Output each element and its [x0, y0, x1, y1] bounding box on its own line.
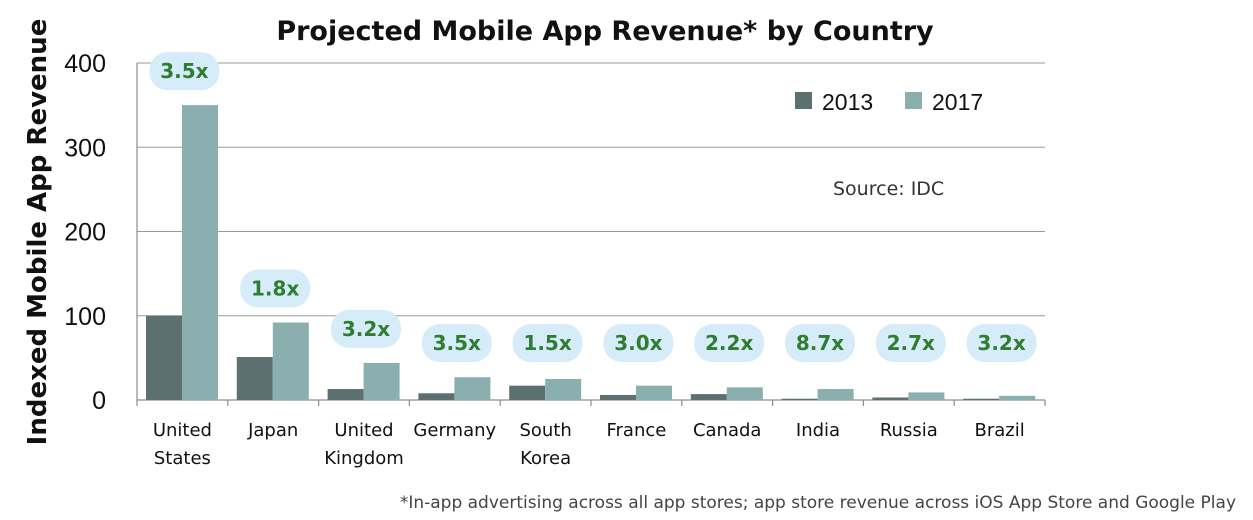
bar-2013	[418, 393, 455, 400]
multiplier-label: 2.7x	[887, 331, 935, 355]
multiplier-label: 3.0x	[614, 331, 662, 355]
bar-2013	[872, 397, 909, 400]
multiplier-badge: 1.5x	[512, 324, 583, 362]
bar-2013	[600, 394, 636, 400]
multiplier-badge: 2.7x	[875, 324, 946, 362]
multiplier-badge-bg	[149, 52, 220, 91]
multiplier-badge: 3.5x	[421, 324, 492, 362]
x-tick-label: Brazil	[974, 420, 1024, 441]
y-tick-label: 300	[64, 134, 106, 162]
multiplier-label: 3.2x	[977, 331, 1025, 355]
bar-2013	[236, 357, 273, 400]
bar-2017	[999, 395, 1036, 400]
bar-2017	[726, 387, 763, 400]
x-tick-label: United	[153, 420, 212, 441]
multiplier-badge-bg	[240, 269, 311, 308]
multiplier-badge: 1.8x	[240, 269, 311, 308]
multiplier-badge: 3.5x	[149, 52, 220, 91]
x-ticks: United States Japan United Kingdom Germany Sou…	[153, 420, 1025, 469]
x-tick-label: India	[796, 420, 840, 441]
multiplier-label: 3.5x	[433, 331, 481, 355]
y-axis-label: Indexed Mobile App Revenue	[23, 19, 53, 446]
bar-2017	[363, 362, 400, 400]
multiplier-badge-bg	[421, 324, 492, 362]
y-tick-label: 100	[64, 303, 106, 331]
x-tick-label: Korea	[520, 448, 571, 469]
x-tick-label: States	[154, 448, 211, 469]
multiplier-badge-bg	[966, 324, 1037, 362]
multiplier-badge-bg	[603, 324, 674, 362]
bars	[146, 105, 1036, 400]
multiplier-label: 2.2x	[705, 331, 753, 355]
chart-title: Projected Mobile App Revenue* by Country	[276, 16, 934, 47]
bar-2013	[146, 315, 182, 400]
x-tick-label: Canada	[693, 420, 762, 441]
x-tick-label: Japan	[247, 420, 298, 441]
bar-2017	[636, 385, 672, 400]
bar-2017	[182, 105, 218, 400]
multiplier-badge: 3.2x	[331, 309, 401, 348]
legend-swatch-2017	[905, 92, 922, 109]
x-tick-label: United	[334, 420, 393, 441]
bar-2013	[963, 398, 1000, 400]
y-tick-label: 0	[92, 387, 106, 415]
multiplier-label: 3.5x	[160, 59, 208, 83]
multiplier-badge: 3.2x	[966, 324, 1037, 362]
multiplier-badge: 8.7x	[785, 324, 855, 362]
legend-label-2013: 2013	[822, 89, 873, 115]
bar-2017	[908, 392, 945, 400]
bar-2017	[454, 377, 491, 400]
multiplier-badge-bg	[512, 324, 583, 362]
y-tick-label: 400	[64, 50, 106, 78]
multiplier-badge-bg	[875, 324, 946, 362]
multiplier-label: 1.5x	[523, 331, 571, 355]
multiplier-badge: 2.2x	[694, 324, 765, 362]
x-tick-label: France	[606, 420, 666, 441]
source-note: Source: IDC	[833, 178, 944, 200]
bar-2013	[509, 385, 546, 400]
multiplier-badge-bg	[785, 324, 855, 362]
x-tick-label: Germany	[413, 420, 496, 441]
y-tick-label: 200	[64, 219, 106, 247]
bar-2017	[272, 322, 309, 400]
y-ticks: 0 100 200 300 400	[64, 50, 106, 415]
multiplier-annotations: 3.5x 1.8x 3.2x 3.5x 1.5x 3.0x 2.2x 8.7x 2.7x 3.2x	[149, 52, 1037, 362]
legend: 2013 2017	[795, 89, 983, 115]
footnote: *In-app advertising across all app store…	[400, 493, 1236, 513]
x-tick-label: Russia	[880, 420, 938, 441]
bar-2017	[545, 378, 582, 400]
bar-2013	[327, 389, 364, 400]
multiplier-badge-bg	[694, 324, 765, 362]
bar-2017	[817, 389, 854, 400]
legend-label-2017: 2017	[932, 89, 983, 115]
bar-2013	[781, 398, 818, 400]
multiplier-badge: 3.0x	[603, 324, 674, 362]
legend-swatch-2013	[795, 92, 812, 109]
bar-2013	[690, 394, 727, 400]
multiplier-label: 1.8x	[251, 276, 299, 300]
x-tick-label: Kingdom	[324, 448, 404, 469]
multiplier-label: 3.2x	[342, 317, 390, 341]
x-tick-label: South	[519, 420, 571, 441]
multiplier-badge-bg	[331, 309, 401, 348]
multiplier-label: 8.7x	[796, 331, 844, 355]
